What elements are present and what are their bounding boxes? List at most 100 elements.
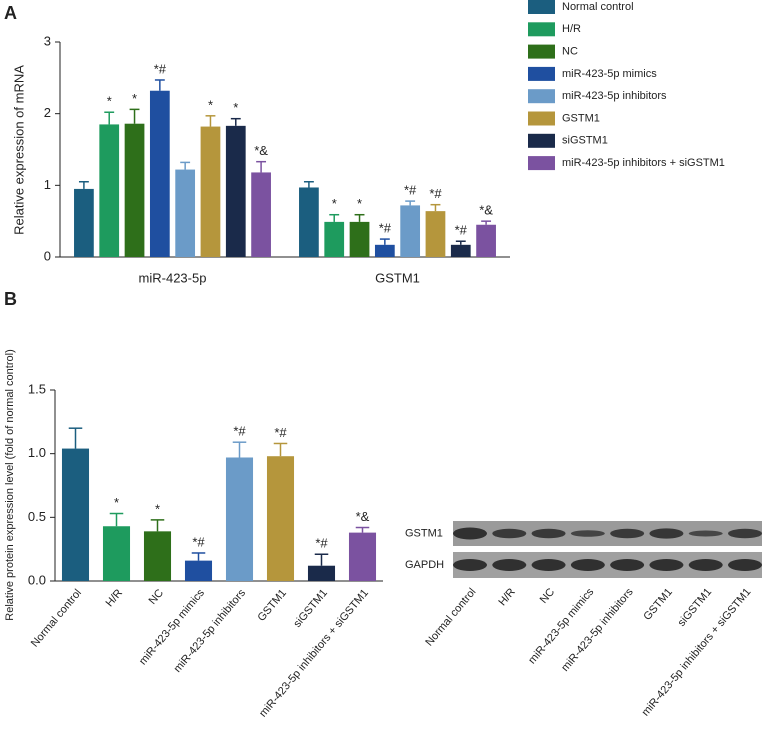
blot-band bbox=[688, 559, 723, 571]
y-tick-label: 3 bbox=[44, 33, 51, 48]
y-tick-label: 2 bbox=[44, 105, 51, 120]
significance-label: *# bbox=[315, 536, 328, 551]
y-axis-label: Relative expression of mRNA bbox=[11, 65, 26, 235]
significance-label: *& bbox=[356, 509, 370, 524]
bar bbox=[143, 531, 172, 581]
bar bbox=[61, 448, 90, 581]
x-tick-label: GSTM1 bbox=[255, 587, 289, 624]
legend-label: GSTM1 bbox=[562, 112, 600, 124]
legend-label: siGSTM1 bbox=[562, 135, 608, 147]
blot-row-label: GSTM1 bbox=[405, 527, 443, 539]
blot-lane-label: NC bbox=[538, 586, 557, 606]
legend-swatch bbox=[528, 0, 555, 14]
blot-row-label: GAPDH bbox=[405, 559, 444, 571]
x-tick-label: siGSTM1 bbox=[291, 587, 330, 630]
blot-lane-label: siGSTM1 bbox=[676, 586, 715, 629]
bar bbox=[74, 188, 94, 257]
legend-swatch bbox=[528, 22, 555, 37]
y-tick-label: 1.5 bbox=[28, 381, 46, 396]
blot-lane-label: GSTM1 bbox=[641, 586, 675, 623]
legend-swatch bbox=[528, 111, 555, 126]
significance-label: *# bbox=[379, 221, 392, 236]
bar bbox=[225, 457, 254, 581]
significance-label: * bbox=[332, 196, 337, 211]
legend-swatch bbox=[528, 156, 555, 171]
legend-swatch bbox=[528, 44, 555, 59]
blot-band bbox=[649, 559, 684, 571]
blot-band bbox=[492, 559, 527, 571]
blot-band bbox=[610, 528, 645, 539]
significance-label: *& bbox=[254, 143, 268, 158]
y-axis-label: Relative protein expression level (fold … bbox=[4, 349, 16, 620]
bar bbox=[149, 90, 170, 257]
blot-band bbox=[570, 530, 605, 537]
bar bbox=[476, 224, 496, 257]
blot-band bbox=[570, 559, 605, 571]
bar bbox=[349, 221, 370, 257]
bar bbox=[324, 221, 345, 257]
bar bbox=[251, 172, 271, 257]
y-tick-label: 0 bbox=[44, 248, 51, 263]
bar bbox=[175, 169, 196, 257]
panel-label: A bbox=[4, 3, 17, 23]
bar bbox=[348, 532, 377, 581]
blot-band bbox=[728, 559, 762, 571]
bar bbox=[102, 526, 131, 581]
x-tick-label: Normal control bbox=[29, 587, 84, 650]
significance-label: * bbox=[107, 94, 112, 109]
legend-swatch bbox=[528, 66, 555, 81]
bar bbox=[225, 125, 246, 257]
x-tick-label: H/R bbox=[104, 587, 125, 609]
blot-band bbox=[453, 559, 487, 571]
legend-label: NC bbox=[562, 46, 578, 58]
significance-label: * bbox=[114, 495, 119, 510]
significance-label: * bbox=[155, 501, 160, 516]
blot-band bbox=[610, 559, 645, 571]
blot-lane-label: Normal control bbox=[423, 586, 478, 649]
bar bbox=[124, 123, 145, 257]
x-tick-label: miR-423-5p bbox=[139, 270, 207, 285]
bar bbox=[299, 187, 319, 257]
bar bbox=[266, 456, 295, 581]
y-tick-label: 1.0 bbox=[28, 445, 46, 460]
legend-label: Normal control bbox=[562, 1, 634, 13]
x-tick-label: NC bbox=[147, 587, 166, 607]
bar bbox=[400, 205, 421, 257]
significance-label: *# bbox=[455, 223, 468, 238]
y-tick-label: 1 bbox=[44, 177, 51, 192]
legend-swatch bbox=[528, 89, 555, 104]
y-tick-label: 0.5 bbox=[28, 509, 46, 524]
significance-label: *# bbox=[233, 424, 246, 439]
x-tick-label: miR-423-5p inhibitors bbox=[172, 587, 249, 675]
significance-label: * bbox=[357, 196, 362, 211]
x-tick-label: GSTM1 bbox=[375, 270, 420, 285]
significance-label: * bbox=[233, 100, 238, 115]
blot-lane-label: miR-423-5p inhibitors bbox=[559, 586, 636, 674]
blot-band bbox=[453, 527, 487, 540]
significance-label: *# bbox=[274, 425, 287, 440]
significance-label: *# bbox=[404, 183, 417, 198]
y-tick-label: 0.0 bbox=[28, 572, 46, 587]
blot-band bbox=[531, 559, 566, 571]
legend-label: miR-423-5p mimics bbox=[562, 68, 657, 80]
bar bbox=[450, 244, 471, 257]
significance-label: *& bbox=[479, 203, 493, 218]
legend-label: miR-423-5p inhibitors bbox=[562, 90, 667, 102]
significance-label: *# bbox=[429, 186, 442, 201]
blot-band bbox=[728, 528, 762, 539]
blot-band bbox=[688, 530, 723, 537]
blot-band bbox=[531, 528, 566, 539]
bar bbox=[425, 211, 446, 257]
significance-label: *# bbox=[192, 534, 205, 549]
significance-label: * bbox=[132, 91, 137, 106]
significance-label: *# bbox=[154, 61, 167, 76]
bar bbox=[184, 560, 213, 581]
legend-label: H/R bbox=[562, 23, 581, 35]
significance-label: * bbox=[208, 97, 213, 112]
legend-swatch bbox=[528, 133, 555, 148]
bar bbox=[200, 126, 221, 257]
blot-band bbox=[649, 528, 684, 539]
bar bbox=[374, 244, 395, 257]
legend-label: miR-423-5p inhibitors + siGSTM1 bbox=[562, 157, 725, 169]
